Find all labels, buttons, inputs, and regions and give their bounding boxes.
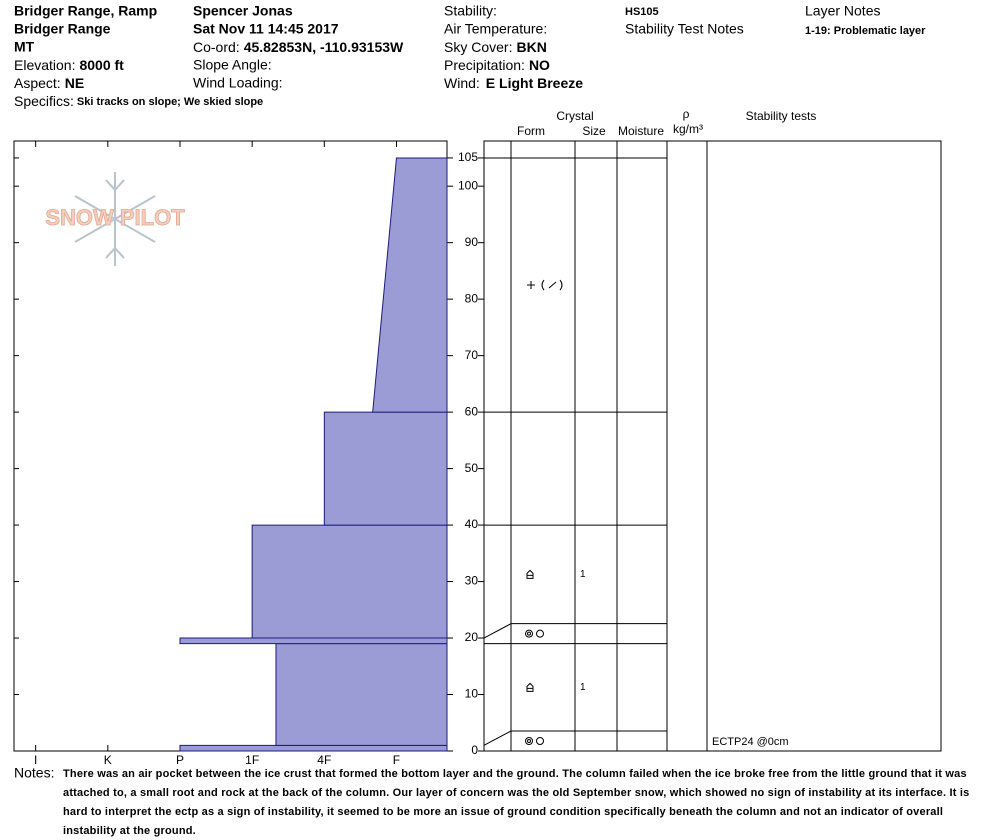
y-tick-label: 70 bbox=[465, 348, 479, 362]
x-tick-label: P bbox=[176, 753, 184, 767]
hs: HS105 bbox=[625, 6, 659, 18]
y-tick-label: 30 bbox=[465, 574, 479, 588]
hardness-bar bbox=[323, 411, 448, 526]
label: Sky Cover: bbox=[444, 39, 512, 55]
label: Aspect: bbox=[14, 75, 61, 91]
grain-form bbox=[526, 569, 534, 579]
value: BKN bbox=[516, 39, 546, 55]
sky-cover: Sky Cover: BKN bbox=[444, 39, 547, 55]
x-tick-label: F bbox=[393, 753, 400, 767]
value: NO bbox=[529, 57, 550, 73]
icon bbox=[525, 629, 533, 638]
precipitation: Precipitation: NO bbox=[444, 57, 550, 73]
grain-form bbox=[525, 737, 544, 746]
range: Bridger Range bbox=[14, 21, 111, 37]
layer-boundary bbox=[483, 623, 667, 639]
y-tick-label: 60 bbox=[465, 404, 479, 418]
stability-test: ECTP24 @0cm bbox=[712, 736, 789, 748]
x-tick-label: K bbox=[104, 753, 112, 767]
icon bbox=[527, 279, 563, 291]
y-tick-label: 90 bbox=[465, 235, 479, 249]
date: Sat Nov 11 14:45 2017 bbox=[193, 21, 339, 37]
table-frame bbox=[483, 140, 942, 752]
layer-note: 1-19: Problematic layer bbox=[805, 25, 926, 37]
grain-form bbox=[526, 682, 534, 692]
hardness-bar bbox=[179, 637, 448, 645]
icon bbox=[527, 631, 531, 636]
label: Precipitation: bbox=[444, 57, 525, 73]
column-header: Stability tests bbox=[746, 109, 817, 123]
state: MT bbox=[14, 39, 35, 55]
icon bbox=[536, 629, 544, 638]
y-tick-label: 40 bbox=[465, 517, 479, 531]
logo-text: SNOW PILOT bbox=[45, 205, 185, 230]
value: NE bbox=[65, 75, 84, 91]
value: Ski tracks on slope; We skied slope bbox=[77, 96, 263, 108]
column-header: Crystal bbox=[556, 109, 593, 123]
y-tick-label: 10 bbox=[465, 687, 479, 701]
x-tick-label: 1F bbox=[245, 753, 259, 767]
wind-loading: Wind Loading: bbox=[193, 75, 283, 91]
y-tick-label: 50 bbox=[465, 461, 479, 475]
location: Bridger Range, Ramp bbox=[14, 3, 157, 19]
stability-test-notes: Stability Test Notes bbox=[625, 21, 744, 37]
aspect: Aspect: NE bbox=[14, 75, 84, 91]
logo bbox=[74, 172, 156, 266]
icon bbox=[525, 737, 533, 745]
hardness-bar bbox=[372, 157, 448, 413]
icon bbox=[536, 737, 544, 746]
layer-boundary bbox=[483, 730, 667, 746]
crystal-size: 1 bbox=[580, 682, 586, 693]
hardness-bar bbox=[179, 744, 448, 752]
elevation: Elevation: 8000 ft bbox=[14, 57, 124, 73]
y-tick-label: 20 bbox=[465, 630, 479, 644]
value: E Light Breeze bbox=[486, 75, 583, 91]
column-header: Size bbox=[582, 124, 606, 138]
column-header: kg/m³ bbox=[673, 122, 703, 136]
observer: Spencer Jonas bbox=[193, 3, 293, 19]
icon bbox=[526, 569, 534, 579]
specifics: Specifics: Ski tracks on slope; We skied … bbox=[14, 93, 263, 109]
slope-angle: Slope Angle: bbox=[193, 57, 272, 73]
notes-text: There was an air pocket between the ice … bbox=[63, 768, 970, 837]
grain-form bbox=[525, 629, 544, 638]
x-tick-label: 4F bbox=[317, 753, 331, 767]
column-header: Moisture bbox=[618, 124, 664, 138]
x-tick-label: I bbox=[34, 753, 37, 767]
y-tick-label: 100 bbox=[458, 178, 478, 192]
label: Wind: bbox=[444, 75, 480, 91]
y-tick-label: 0 bbox=[471, 743, 478, 757]
label: Elevation: bbox=[14, 57, 75, 73]
crystal-size: 1 bbox=[580, 569, 586, 580]
label: Co-ord: bbox=[193, 39, 240, 55]
icon bbox=[526, 682, 534, 692]
icon bbox=[527, 739, 531, 743]
label: Specifics: bbox=[14, 93, 74, 109]
column-dividers bbox=[510, 141, 708, 751]
notes-label: Notes: bbox=[14, 765, 54, 781]
y-tick-label: 105 bbox=[458, 150, 478, 164]
hardness-bar bbox=[275, 643, 448, 746]
y-tick-label: 80 bbox=[465, 291, 479, 305]
wind: Wind: E Light Breeze bbox=[444, 75, 583, 91]
hardness-bar bbox=[251, 524, 448, 639]
coord: Co-ord: 45.82853N, -110.93153W bbox=[193, 39, 404, 55]
value: 45.82853N, -110.93153W bbox=[244, 39, 404, 55]
column-header: Form bbox=[517, 124, 545, 138]
grain-form bbox=[527, 279, 563, 291]
layer-notes-title: Layer Notes bbox=[805, 3, 880, 19]
stability: Stability: bbox=[444, 3, 497, 19]
air-temperature: Air Temperature: bbox=[444, 21, 547, 37]
value: 8000 ft bbox=[79, 57, 124, 73]
column-header: ρ bbox=[683, 107, 690, 121]
